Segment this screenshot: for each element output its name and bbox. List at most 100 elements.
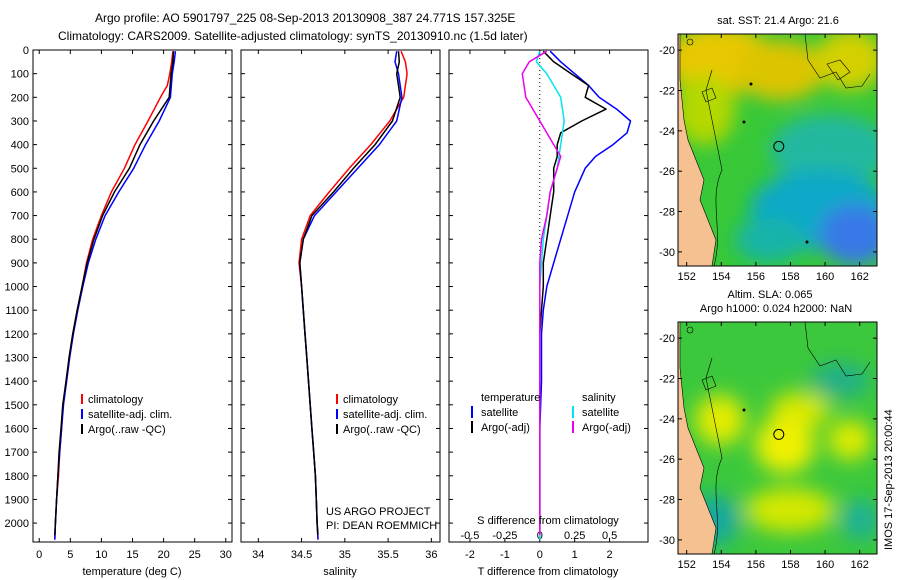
- x2-tick-label: 0.25: [564, 530, 585, 542]
- x-tick-label: 0: [36, 549, 42, 561]
- legend-label-s-argo: Argo(-adj): [582, 422, 631, 434]
- temperature-panel: 0 5 10 15 20 25 300100200300400500600700800900…: [5, 45, 233, 578]
- map-y-tick-label: -28: [659, 207, 675, 219]
- salinity-ticks: 34 34.5 35 35.5 36: [241, 49, 440, 561]
- difference-panel: -2 -1 0 1 2-0.5 -0.25 0 0.25 0.5 T difference fr…: [448, 49, 649, 578]
- x-tick-label: 34.5: [291, 549, 312, 561]
- temperature-ticks: 0 5 10 15 20 25 300100200300400500600700800900…: [5, 45, 232, 561]
- x-tick-label: 34: [252, 549, 264, 561]
- temperature-xlabel: temperature (deg C): [82, 566, 181, 578]
- y-tick-label: 2000: [5, 518, 29, 530]
- x-tick-label: 30: [220, 549, 232, 561]
- map-y-tick-label: -20: [659, 333, 675, 345]
- temperature-axes-frame: [32, 49, 233, 543]
- y-tick-label: 0: [23, 45, 29, 57]
- legend-label-s-satellite: satellite: [582, 407, 619, 419]
- map-y-tick-label: -30: [659, 535, 675, 547]
- map-x-tick-label: 162: [851, 559, 869, 571]
- legend-label-satellite: satellite-adj. clim.: [343, 409, 427, 421]
- map-x-tick-label: 160: [816, 271, 834, 283]
- map-y-tick-label: -20: [659, 45, 675, 57]
- y-tick-label: 900: [11, 258, 29, 270]
- map-y-tick-label: -26: [659, 166, 675, 178]
- x-tick-label: 35.5: [377, 549, 398, 561]
- title-line-2: Climatology: CARS2009. Satellite-adjuste…: [58, 29, 528, 43]
- x-tick-label: 15: [126, 549, 138, 561]
- salinity-panel: 34 34.5 35 35.5 36 salinity climatology sate…: [240, 49, 441, 578]
- sst-argo-marker: [773, 140, 785, 152]
- temperature-legend: climatology satellite-adj. clim. Argo(..…: [81, 394, 172, 436]
- x-tick-label: 20: [157, 549, 169, 561]
- y-tick-label: 100: [11, 69, 29, 81]
- sst-map-title: sat. SST: 21.4 Argo: 21.6: [717, 15, 839, 27]
- legend-label-climatology: climatology: [343, 394, 399, 406]
- salinity-axes-frame: [240, 49, 441, 543]
- imos-stamp: IMOS 17-Sep-2013 20:00:44: [883, 409, 895, 550]
- x-tick-label: 25: [189, 549, 201, 561]
- y-tick-label: 800: [11, 234, 29, 246]
- sla-argo-marker: [773, 428, 785, 440]
- x-tick-label: 5: [67, 549, 73, 561]
- y-tick-label: 700: [11, 211, 29, 223]
- map-y-tick-label: -24: [659, 414, 675, 426]
- map-x-tick-label: 152: [677, 271, 695, 283]
- x-tick-label: -1: [500, 549, 510, 561]
- y-tick-label: 1800: [5, 471, 29, 483]
- map-x-tick-label: 158: [781, 559, 799, 571]
- x-tick-label: 10: [95, 549, 107, 561]
- y-tick-label: 1300: [5, 353, 29, 365]
- x-tick-label: 1: [572, 549, 578, 561]
- map-x-tick-label: 154: [712, 271, 730, 283]
- x2-tick-label: -0.25: [492, 530, 517, 542]
- legend-label-argo: Argo(..raw -QC): [343, 424, 421, 436]
- difference-ticks: -2 -1 0 1 2-0.5 -0.25 0 0.25 0.5: [449, 49, 648, 561]
- y-tick-label: 600: [11, 187, 29, 199]
- sla-field: [678, 322, 877, 554]
- y-tick-label: 1700: [5, 447, 29, 459]
- x-tick-label: 36: [425, 549, 437, 561]
- sla-map-title-1: Altim. SLA: 0.065: [728, 289, 813, 301]
- series-line-temperature-satellite: [539, 50, 632, 540]
- map-x-tick-label: 160: [816, 559, 834, 571]
- sla-map-title-2: Argo h1000: 0.024 h2000: NaN: [700, 303, 852, 315]
- legend-label-t-argo: Argo(-adj): [481, 422, 530, 434]
- map-y-tick-label: -26: [659, 454, 675, 466]
- y-tick-label: 1200: [5, 329, 29, 341]
- map-y-tick-label: -28: [659, 495, 675, 507]
- legend-header-salinity: salinity: [582, 392, 616, 404]
- y-tick-label: 1500: [5, 400, 29, 412]
- difference-lines: [521, 50, 632, 542]
- salinity-legend: climatology satellite-adj. clim. Argo(..…: [336, 394, 427, 436]
- sla-map-ticks: 152 154 156 158 160 162 -20 -22 -24 -26 -28 -30: [659, 322, 877, 571]
- pi-label: PI: DEAN ROEMMICH: [326, 520, 437, 532]
- legend-label-climatology: climatology: [88, 394, 144, 406]
- legend-label-t-satellite: satellite: [481, 407, 518, 419]
- x-tick-label: 0: [537, 549, 543, 561]
- x-tick-label: 2: [607, 549, 613, 561]
- x2-tick-label: 0.5: [602, 530, 617, 542]
- map-y-tick-label: -22: [659, 373, 675, 385]
- map-x-tick-label: 156: [747, 271, 765, 283]
- legend-header-temperature: temperature: [481, 392, 540, 404]
- map-y-tick-label: -22: [659, 85, 675, 97]
- temperature-lines: [54, 51, 177, 540]
- difference-axes-frame: [448, 49, 649, 543]
- x-tick-label: -2: [465, 549, 475, 561]
- series-line-argo-raw-qc-: [299, 51, 401, 535]
- map-x-tick-label: 154: [712, 559, 730, 571]
- map-y-tick-label: -24: [659, 126, 675, 138]
- difference-t-xlabel: T difference from climatology: [478, 566, 619, 578]
- y-tick-label: 1000: [5, 282, 29, 294]
- series-line-salinity-argo-adj-: [521, 50, 562, 535]
- legend-label-argo: Argo(..raw -QC): [88, 424, 166, 436]
- y-tick-label: 400: [11, 140, 29, 152]
- project-label: US ARGO PROJECT: [326, 506, 431, 518]
- x-tick-label: 35: [339, 549, 351, 561]
- map-y-tick-label: -30: [659, 247, 675, 259]
- sst-field: [678, 34, 877, 266]
- series-line-argo-raw-qc-: [54, 51, 175, 535]
- map-x-tick-label: 158: [781, 271, 799, 283]
- y-tick-label: 1400: [5, 376, 29, 388]
- y-tick-label: 1900: [5, 494, 29, 506]
